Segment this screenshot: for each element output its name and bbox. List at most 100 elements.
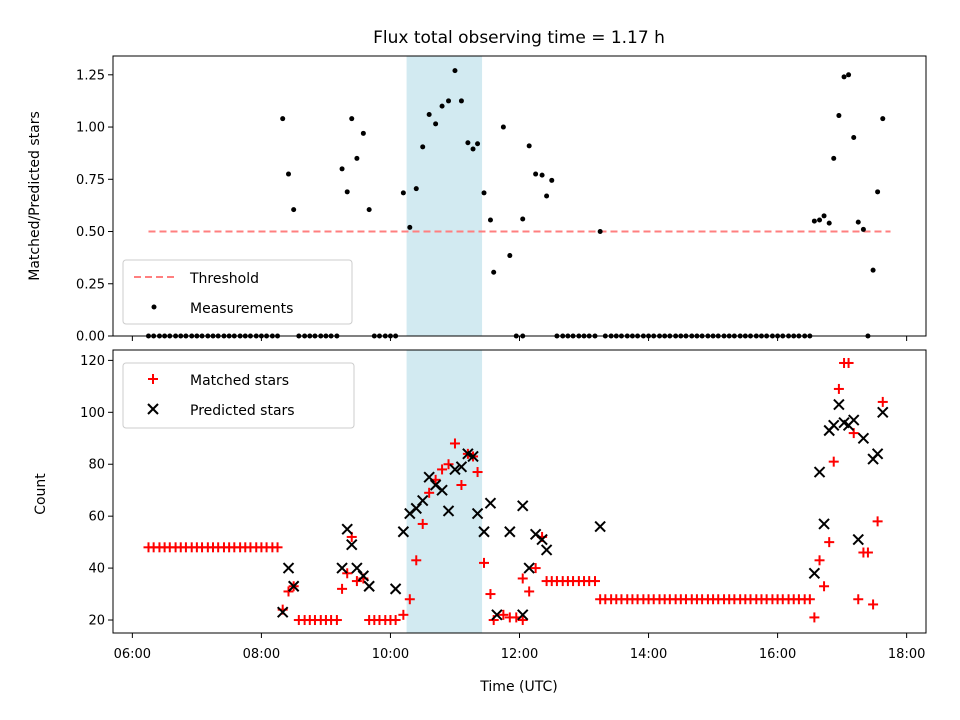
- matched-stars-point: [417, 518, 428, 529]
- measurement-point: [491, 269, 497, 275]
- predicted-stars-point: [363, 580, 375, 592]
- measurement-point: [860, 226, 866, 232]
- matched-stars-point: [524, 586, 535, 597]
- predicted-stars-point: [523, 562, 535, 574]
- legend-top: Threshold Measurements: [122, 259, 353, 325]
- predicted-stars-point: [397, 526, 410, 538]
- legend-box-top: [122, 259, 353, 325]
- predicted-stars-point: [517, 609, 529, 621]
- predicted-stars-point: [857, 432, 870, 444]
- predicted-stars-point: [833, 398, 845, 411]
- measurement-point: [446, 98, 452, 104]
- legend-measurements-label: Measurements: [190, 301, 293, 317]
- y-tick-label-top: 0.25: [76, 277, 105, 292]
- x-axis-label: Time (UTC): [479, 679, 557, 695]
- measurement-point: [291, 207, 297, 213]
- matched-stars-point: [589, 576, 600, 587]
- measurement-point: [465, 140, 471, 146]
- matched-stars-point: [530, 563, 541, 574]
- measurement-point: [500, 124, 506, 130]
- measurement-point: [870, 267, 876, 273]
- matched-stars-point: [814, 555, 825, 566]
- predicted-stars-point: [455, 461, 468, 473]
- matched-stars-point: [443, 459, 454, 470]
- y-tick-label-top: 0.75: [76, 173, 105, 188]
- predicted-stars-point: [877, 406, 889, 419]
- x-tick-label: 10:00: [372, 647, 409, 662]
- y-tick-label-top: 0.00: [76, 330, 105, 345]
- measurement-point: [280, 116, 286, 122]
- matched-stars-point: [404, 594, 415, 605]
- y-tick-label-bottom: 60: [88, 510, 105, 525]
- measurement-point: [366, 207, 372, 213]
- predicted-stars-point: [818, 518, 830, 530]
- matched-stars-point: [411, 555, 422, 566]
- predicted-stars-point: [276, 606, 289, 618]
- matched-stars-point: [804, 594, 815, 605]
- predicted-stars-point: [357, 570, 370, 582]
- matched-stars-point: [853, 594, 864, 605]
- measurement-point: [880, 116, 886, 122]
- matched-stars-point: [824, 537, 835, 548]
- matched-stars-point: [833, 383, 844, 394]
- predicted-stars-point: [808, 567, 821, 579]
- legend-bottom: Matched stars Predicted stars: [122, 362, 355, 429]
- y-tick-label-top: 1.25: [76, 68, 105, 83]
- matched-stars-point: [456, 480, 467, 491]
- y-tick-label-top: 1.00: [76, 121, 105, 136]
- matched-stars-point: [819, 581, 830, 592]
- y-tick-label-bottom: 100: [80, 406, 105, 421]
- measurement-point: [344, 189, 350, 195]
- predicted-stars-point: [471, 507, 484, 520]
- predicted-stars-point: [478, 526, 490, 538]
- legend-predicted-label: Predicted stars: [190, 403, 295, 419]
- matched-stars-point: [337, 583, 348, 594]
- chart-title: Flux total observing time = 1.17 h: [373, 28, 665, 48]
- matched-stars-point: [843, 357, 854, 368]
- measurement-point: [836, 113, 842, 119]
- matched-stars-point: [342, 568, 353, 579]
- predicted-stars-point: [484, 497, 497, 509]
- measurement-point: [349, 116, 355, 122]
- y-tick-label-bottom: 40: [88, 562, 105, 577]
- x-tick-label: 16:00: [759, 647, 796, 662]
- predicted-stars-point: [517, 500, 529, 512]
- x-tick-label: 14:00: [630, 647, 667, 662]
- observing-window-span-top: [406, 56, 483, 336]
- x-tick-label: 18:00: [888, 647, 925, 662]
- legend-threshold-label: Threshold: [189, 271, 259, 287]
- measurement-point: [433, 121, 439, 127]
- y-tick-label-bottom: 20: [88, 614, 105, 629]
- legend-measurements-swatch: [151, 304, 157, 310]
- x-tick-label: 08:00: [243, 647, 280, 662]
- measurement-point: [841, 74, 847, 80]
- x-tick-label: 12:00: [501, 647, 538, 662]
- matched-stars-point: [485, 589, 496, 600]
- predicted-stars-point: [287, 580, 300, 592]
- predicted-stars-point: [536, 533, 548, 546]
- predicted-stars-point: [828, 419, 840, 432]
- measurement-point: [426, 112, 432, 118]
- measurement-point: [470, 146, 476, 152]
- measurement-point: [826, 220, 832, 226]
- matched-stars-point: [872, 516, 883, 527]
- measurement-point: [544, 193, 550, 199]
- legend-predicted-swatch: [147, 403, 159, 415]
- predicted-stars-point: [491, 609, 503, 621]
- predicted-stars-point: [389, 583, 402, 595]
- predicted-stars-point: [449, 463, 461, 476]
- y-tick-label-bottom: 120: [80, 354, 105, 369]
- predicted-stars-point: [504, 526, 516, 538]
- measurement-point: [400, 190, 406, 196]
- predicted-stars-point: [467, 450, 479, 463]
- measurement-point: [286, 171, 292, 177]
- measurement-point: [475, 141, 481, 147]
- matched-stars-point: [272, 542, 283, 553]
- measurement-point: [855, 219, 861, 225]
- measurement-point: [817, 217, 823, 223]
- matched-stars-point: [517, 573, 528, 584]
- plot-frame-top: [112, 55, 927, 337]
- y-axis-label-top: Matched/Predicted stars: [27, 111, 43, 281]
- matched-stars-point: [390, 615, 401, 626]
- predicted-stars-point: [282, 562, 295, 574]
